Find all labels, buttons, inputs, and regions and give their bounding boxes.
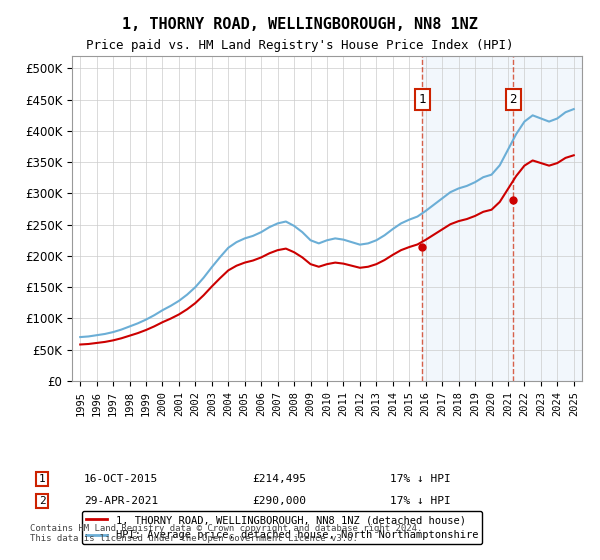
Text: 1: 1	[38, 474, 46, 484]
Bar	[422, 56, 582, 381]
Text: 2: 2	[38, 496, 46, 506]
Text: 2: 2	[509, 93, 517, 106]
Text: 1, THORNY ROAD, WELLINGBOROUGH, NN8 1NZ: 1, THORNY ROAD, WELLINGBOROUGH, NN8 1NZ	[122, 17, 478, 32]
Text: 29-APR-2021: 29-APR-2021	[84, 496, 158, 506]
Text: 16-OCT-2015: 16-OCT-2015	[84, 474, 158, 484]
Text: 17% ↓ HPI: 17% ↓ HPI	[390, 496, 451, 506]
Text: £214,495: £214,495	[252, 474, 306, 484]
Text: £290,000: £290,000	[252, 496, 306, 506]
Text: Price paid vs. HM Land Registry's House Price Index (HPI): Price paid vs. HM Land Registry's House …	[86, 39, 514, 52]
Text: 1: 1	[419, 93, 426, 106]
Text: Contains HM Land Registry data © Crown copyright and database right 2024.
This d: Contains HM Land Registry data © Crown c…	[30, 524, 422, 543]
Text: 17% ↓ HPI: 17% ↓ HPI	[390, 474, 451, 484]
Legend: 1, THORNY ROAD, WELLINGBOROUGH, NN8 1NZ (detached house), HPI: Average price, de: 1, THORNY ROAD, WELLINGBOROUGH, NN8 1NZ …	[82, 511, 482, 544]
